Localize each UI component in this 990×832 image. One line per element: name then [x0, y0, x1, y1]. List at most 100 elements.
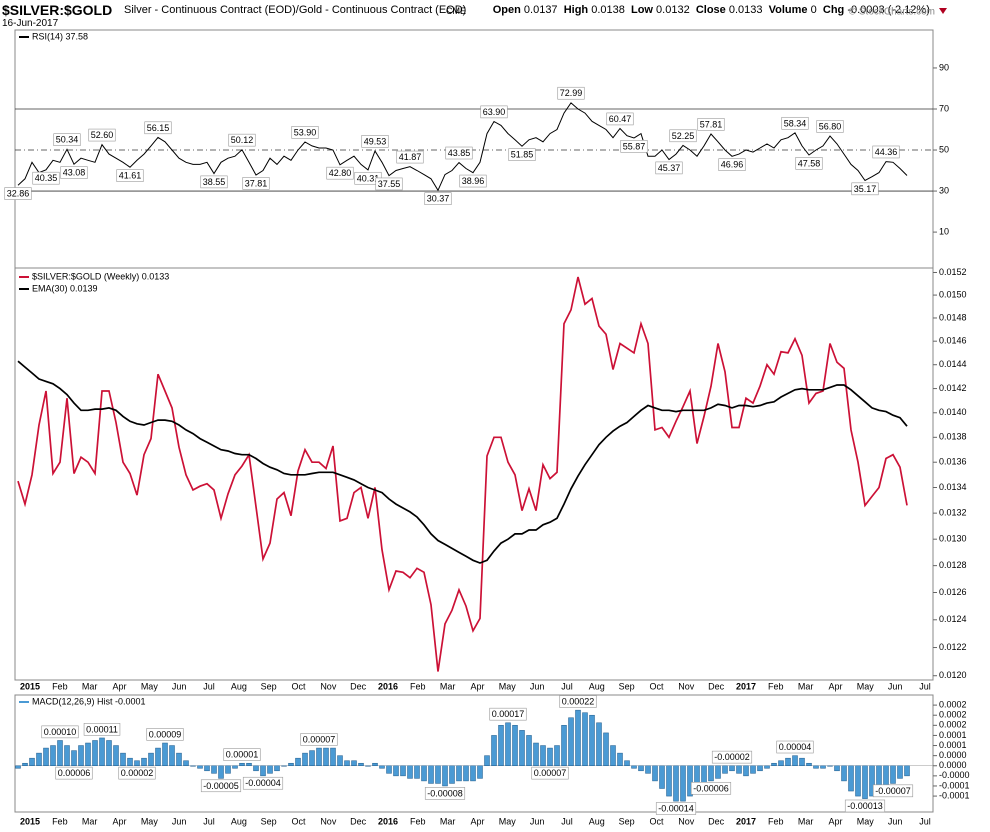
data-label-box: [4, 187, 32, 200]
quote-value: -0.0003 (-2.12%): [847, 4, 930, 16]
hist-bar: [484, 755, 490, 767]
hist-bar: [29, 757, 35, 767]
data-label-box: [228, 133, 256, 147]
y-tick-label: 0.0122: [939, 642, 967, 652]
data-label: 38.96: [462, 176, 485, 186]
description: Silver - Continuous Contract (EOD)/Gold …: [124, 4, 467, 16]
data-label-box: [144, 121, 172, 135]
hist-bar: [722, 765, 728, 774]
hist-bar: [834, 765, 840, 772]
data-label-box: [361, 135, 389, 148]
credit: © StockCharts.com: [849, 7, 935, 18]
series-line: [17, 360, 908, 564]
hist-bar: [218, 765, 224, 779]
hist-bar: [22, 762, 28, 767]
hist-bar: [36, 752, 42, 767]
hist-bar: [85, 742, 91, 767]
hist-bar: [568, 717, 574, 767]
data-label: 53.90: [294, 127, 317, 137]
hist-bar: [603, 732, 609, 767]
hist-bar: [393, 765, 399, 777]
x-tick-label: Mar: [82, 816, 98, 826]
data-label: 46.96: [721, 160, 744, 170]
data-label-box: [291, 126, 319, 139]
hist-bar: [652, 765, 658, 782]
data-label-box: [844, 799, 886, 813]
data-label-box: [375, 177, 403, 191]
macd-panel: [14, 694, 934, 813]
x-tick-label: Apr: [470, 816, 484, 826]
hist-bar: [414, 765, 420, 779]
hist-bar: [617, 752, 623, 767]
hist-bar: [120, 752, 126, 767]
y-tick-label: 0.0001: [939, 730, 967, 740]
x-tick-label: Feb: [52, 816, 68, 826]
quote-label: Open: [492, 4, 521, 16]
data-label: -0.00002: [714, 752, 750, 762]
hist-bar: [799, 757, 805, 767]
data-label: 0.00004: [779, 742, 812, 752]
x-tick-label: May: [141, 816, 159, 826]
date: 16-Jun-2017: [2, 18, 59, 29]
x-tick-label: Mar: [440, 816, 456, 826]
hist-bar: [778, 760, 784, 767]
hist-bar: [190, 765, 196, 767]
hist-bar: [715, 765, 721, 779]
data-label-box: [53, 133, 81, 147]
x-tick-label: Feb: [768, 681, 784, 691]
y-tick-label: 0.0001: [939, 740, 967, 750]
x-tick-label: 2015: [20, 681, 40, 691]
data-label-box: [697, 118, 725, 131]
x-tick-label: Oct: [649, 816, 664, 826]
x-tick-label: Oct: [291, 816, 306, 826]
hist-bar: [806, 762, 812, 767]
data-label: 0.00009: [149, 729, 182, 739]
hist-bar: [113, 745, 119, 767]
y-tick-label: 0.0126: [939, 587, 967, 597]
x-tick-label: Dec: [708, 681, 725, 691]
data-label: 0.00006: [58, 768, 91, 778]
hist-bar: [764, 765, 770, 769]
hist-bar: [246, 762, 252, 767]
symbol: $SILVER:$GOLD: [2, 2, 113, 18]
y-tick-label: 0.0140: [939, 407, 967, 417]
hist-bar: [862, 765, 868, 799]
hist-bar: [505, 722, 511, 767]
hist-bar: [449, 765, 455, 784]
x-tick-label: Jun: [530, 816, 545, 826]
hist-bar: [358, 762, 364, 767]
y-tick-label: 0.0120: [939, 670, 967, 680]
data-label-box: [489, 707, 527, 721]
x-tick-label: Dec: [350, 681, 367, 691]
data-label: -0.00014: [658, 804, 694, 814]
hist-bar: [708, 765, 714, 782]
hist-bar: [183, 760, 189, 767]
y-tick-label: 0.0152: [939, 267, 967, 277]
data-label: 58.34: [784, 118, 807, 128]
hist-bar: [127, 757, 133, 767]
hist-bar: [169, 745, 175, 767]
hist-bar: [610, 745, 616, 767]
x-tick-label: Oct: [649, 681, 664, 691]
x-tick-label: Mar: [82, 681, 98, 691]
hist-bar: [582, 712, 588, 767]
y-tick-label: 0.0128: [939, 560, 967, 570]
data-label-box: [606, 112, 634, 126]
hist-bar: [344, 760, 350, 767]
data-label-box: [655, 802, 697, 815]
x-tick-label: Sep: [619, 816, 635, 826]
hist-bar: [407, 765, 413, 779]
x-tick-label: Jun: [172, 816, 187, 826]
x-tick-label: Apr: [828, 681, 842, 691]
x-tick-label: Jul: [919, 816, 931, 826]
hist-bar: [673, 765, 679, 802]
hist-bar: [400, 765, 406, 777]
quote-value: 0.0133: [728, 4, 763, 16]
y-tick-label: 0.0144: [939, 359, 967, 369]
hist-bar: [596, 722, 602, 767]
x-tick-label: Nov: [678, 681, 695, 691]
data-label: 0.00010: [44, 727, 77, 737]
data-label: 56.80: [819, 121, 842, 131]
hist-bar: [295, 757, 301, 767]
